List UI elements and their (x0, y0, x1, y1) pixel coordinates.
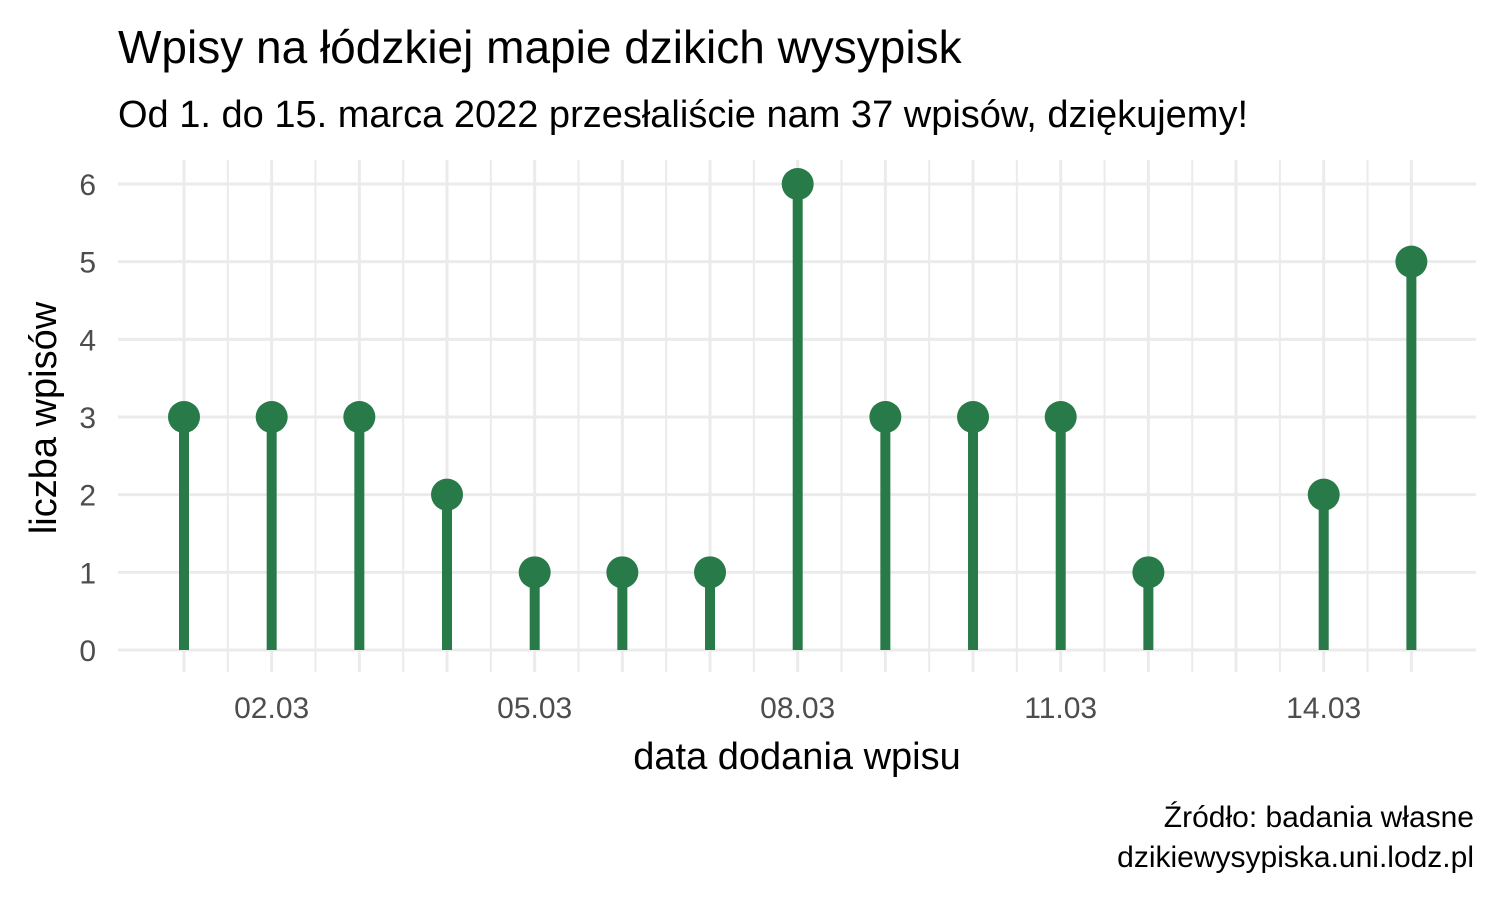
lollipop-point (1132, 556, 1165, 589)
y-tick-label: 6 (79, 169, 96, 202)
y-tick-label: 4 (79, 324, 96, 357)
x-tick-label: 05.03 (497, 692, 572, 725)
chart-title: Wpisy na łódzkiej mapie dzikich wysypisk (118, 21, 962, 73)
y-tick-label: 1 (79, 557, 96, 590)
lollipop-point (431, 478, 464, 511)
lollipop-point (869, 401, 902, 433)
lollipop-point (168, 401, 200, 433)
x-tick-label: 08.03 (760, 692, 835, 725)
y-axis-ticks: 0 1 2 3 4 5 6 (79, 169, 96, 668)
lollipop-point (781, 168, 814, 200)
lollipop-point (518, 556, 551, 589)
chart-subtitle: Od 1. do 15. marca 2022 przesłaliście na… (118, 94, 1248, 136)
caption-source: Źródło: badania własne (1163, 801, 1474, 834)
y-tick-label: 5 (79, 247, 96, 280)
lollipop-point (694, 556, 727, 589)
lollipop-point (606, 556, 639, 589)
lollipop-point (1307, 478, 1340, 511)
x-tick-label: 11.03 (1024, 692, 1097, 725)
y-tick-label: 2 (79, 480, 96, 513)
caption-url: dzikiewysypiska.uni.lodz.pl (1117, 841, 1474, 874)
lollipop-points (168, 168, 1428, 589)
y-tick-label: 0 (79, 635, 96, 668)
x-axis-label: data dodania wpisu (633, 736, 961, 778)
lollipop-point (1044, 401, 1077, 433)
y-tick-label: 3 (79, 402, 96, 435)
lollipop-point (1395, 245, 1428, 278)
chart-caption: Źródło: badania własne dzikiewysypiska.u… (1117, 798, 1474, 878)
lollipop-point (255, 401, 288, 433)
x-tick-label: 02.03 (234, 692, 309, 725)
lollipop-point (957, 401, 990, 433)
x-axis-ticks: 02.03 05.03 08.03 11.03 14.03 (234, 692, 1361, 725)
lollipop-point (343, 401, 376, 433)
y-axis-label: liczba wpisów (23, 301, 65, 535)
x-tick-label: 14.03 (1286, 692, 1361, 725)
